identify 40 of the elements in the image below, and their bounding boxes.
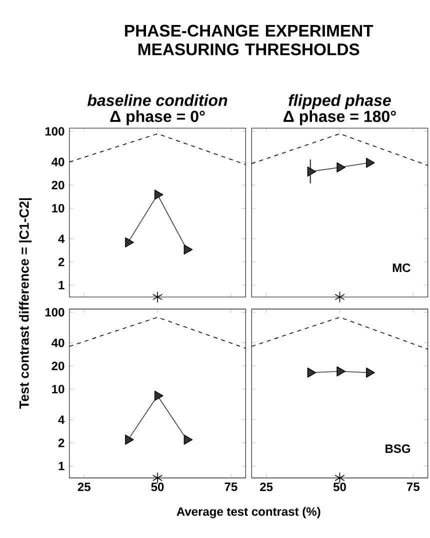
point bbox=[125, 434, 134, 445]
point bbox=[184, 244, 193, 255]
y-tick-label: 100 bbox=[45, 127, 64, 136]
point bbox=[152, 291, 163, 303]
chart-subtitle: flipped phase bbox=[288, 94, 391, 110]
annotation: MC bbox=[392, 264, 411, 272]
y-tick-label: 10 bbox=[52, 384, 64, 394]
y-axis-title: Test contrast difference = |C1-C2| bbox=[19, 198, 32, 409]
text: Δ phase = 180° bbox=[284, 110, 396, 126]
point bbox=[154, 190, 164, 200]
y-tick-label: 4 bbox=[58, 416, 65, 424]
point bbox=[184, 434, 193, 445]
y-tick-label: 1 bbox=[58, 462, 64, 470]
point bbox=[125, 237, 134, 248]
x-tick-label: 50 bbox=[334, 482, 346, 492]
y-tick-label: 40 bbox=[52, 158, 64, 166]
point bbox=[154, 390, 164, 401]
y-tick-label: 20 bbox=[52, 362, 64, 370]
chart-title: PHASE-CHANGE EXPERIMENT MEASURING THRESHOLDS bbox=[125, 24, 374, 56]
point bbox=[307, 166, 316, 177]
y-tick-label: 40 bbox=[52, 338, 64, 348]
y-tick-label: 2 bbox=[58, 438, 64, 448]
x-axis-title: Average test contrast (%) bbox=[176, 507, 320, 518]
y-tick-label: 10 bbox=[52, 204, 64, 212]
point bbox=[366, 158, 375, 168]
chart-subtitle: baseline condition bbox=[88, 94, 228, 106]
point bbox=[336, 162, 346, 172]
x-tick-label: 25 bbox=[260, 482, 273, 492]
text: Δ phase = 0° bbox=[110, 110, 205, 126]
x-tick-label: 50 bbox=[151, 482, 164, 492]
x-tick-label: 75 bbox=[224, 482, 238, 492]
x-tick-label: 75 bbox=[407, 482, 420, 492]
point bbox=[334, 291, 345, 303]
y-tick-label: 1 bbox=[58, 280, 64, 290]
x-tick-label: 25 bbox=[78, 482, 91, 492]
y-tick-label: 20 bbox=[52, 180, 64, 190]
y-tick-label: 4 bbox=[58, 234, 65, 243]
y-tick-label: 100 bbox=[45, 308, 64, 316]
y-tick-label: 2 bbox=[58, 258, 64, 266]
annotation: BSG bbox=[386, 444, 410, 453]
